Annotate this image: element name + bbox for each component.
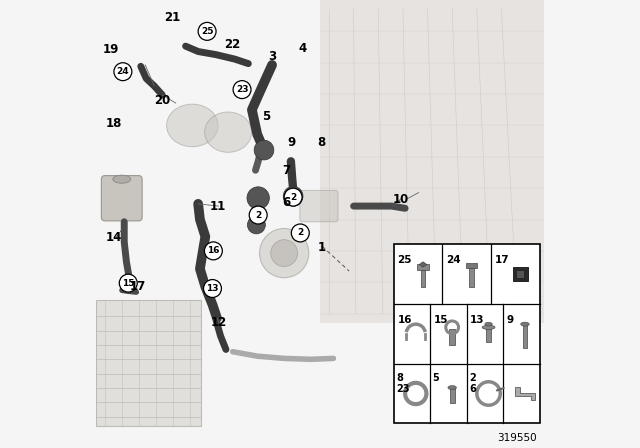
Text: 9: 9 (507, 314, 514, 325)
Text: 9: 9 (287, 136, 296, 149)
Text: 15: 15 (434, 314, 449, 325)
Text: 24: 24 (116, 67, 129, 76)
Text: 16: 16 (397, 314, 412, 325)
Circle shape (284, 186, 303, 206)
Bar (96, 300, 201, 426)
Bar (486, 327, 491, 342)
Text: 5: 5 (433, 373, 439, 383)
Polygon shape (419, 262, 427, 267)
FancyBboxPatch shape (300, 190, 338, 222)
Bar (450, 388, 454, 403)
Text: 23: 23 (236, 85, 248, 94)
Text: 1: 1 (318, 241, 326, 254)
Polygon shape (515, 387, 534, 400)
Bar (516, 270, 524, 278)
Text: 14: 14 (106, 231, 122, 244)
Text: 2: 2 (290, 193, 296, 202)
Circle shape (114, 63, 132, 81)
Ellipse shape (113, 175, 131, 183)
Text: 6: 6 (282, 196, 290, 209)
Text: 3: 3 (268, 49, 276, 63)
Text: 8: 8 (317, 136, 325, 149)
Text: 4: 4 (299, 42, 307, 55)
Text: 8
23: 8 23 (396, 373, 410, 394)
Circle shape (249, 206, 267, 224)
Ellipse shape (485, 322, 492, 326)
Bar (467, 263, 477, 268)
Circle shape (248, 216, 266, 234)
Ellipse shape (448, 386, 456, 390)
Text: 12: 12 (211, 316, 227, 329)
Bar (394, 244, 540, 423)
Circle shape (286, 190, 302, 206)
Circle shape (198, 22, 216, 40)
Text: 24: 24 (446, 255, 461, 265)
Text: 2
6: 2 6 (469, 373, 476, 394)
Ellipse shape (205, 112, 252, 152)
Text: 17: 17 (130, 280, 146, 293)
Text: 5: 5 (262, 110, 270, 123)
Text: 19: 19 (102, 43, 119, 56)
Circle shape (204, 280, 221, 297)
Circle shape (260, 228, 308, 278)
Bar (420, 270, 426, 287)
Ellipse shape (166, 104, 218, 147)
Text: 17: 17 (495, 255, 509, 265)
Text: 20: 20 (154, 94, 170, 108)
Ellipse shape (482, 325, 495, 329)
Text: 11: 11 (210, 199, 227, 213)
Text: 2: 2 (255, 211, 261, 220)
Circle shape (291, 224, 309, 242)
Text: 16: 16 (207, 246, 220, 255)
Text: 22: 22 (225, 38, 241, 52)
FancyBboxPatch shape (101, 176, 142, 221)
Circle shape (284, 188, 302, 206)
Circle shape (233, 81, 251, 99)
Ellipse shape (521, 322, 529, 326)
Text: 15: 15 (122, 279, 134, 288)
Text: 2: 2 (297, 228, 303, 237)
Bar (449, 329, 455, 345)
Text: 25: 25 (201, 27, 213, 36)
Bar (417, 264, 429, 270)
Circle shape (247, 187, 269, 209)
Text: 10: 10 (392, 193, 409, 206)
Text: 18: 18 (106, 116, 122, 130)
Text: 7: 7 (282, 164, 291, 177)
Bar (469, 267, 474, 287)
Circle shape (119, 274, 137, 292)
Text: 319550: 319550 (498, 433, 538, 443)
Text: 13: 13 (206, 284, 219, 293)
Text: 21: 21 (164, 11, 180, 25)
Bar (523, 324, 527, 348)
Circle shape (204, 242, 222, 260)
Bar (513, 267, 527, 281)
Circle shape (254, 140, 274, 160)
Text: 25: 25 (397, 255, 412, 265)
Text: 13: 13 (470, 314, 485, 325)
FancyBboxPatch shape (320, 0, 544, 323)
Circle shape (271, 240, 298, 267)
